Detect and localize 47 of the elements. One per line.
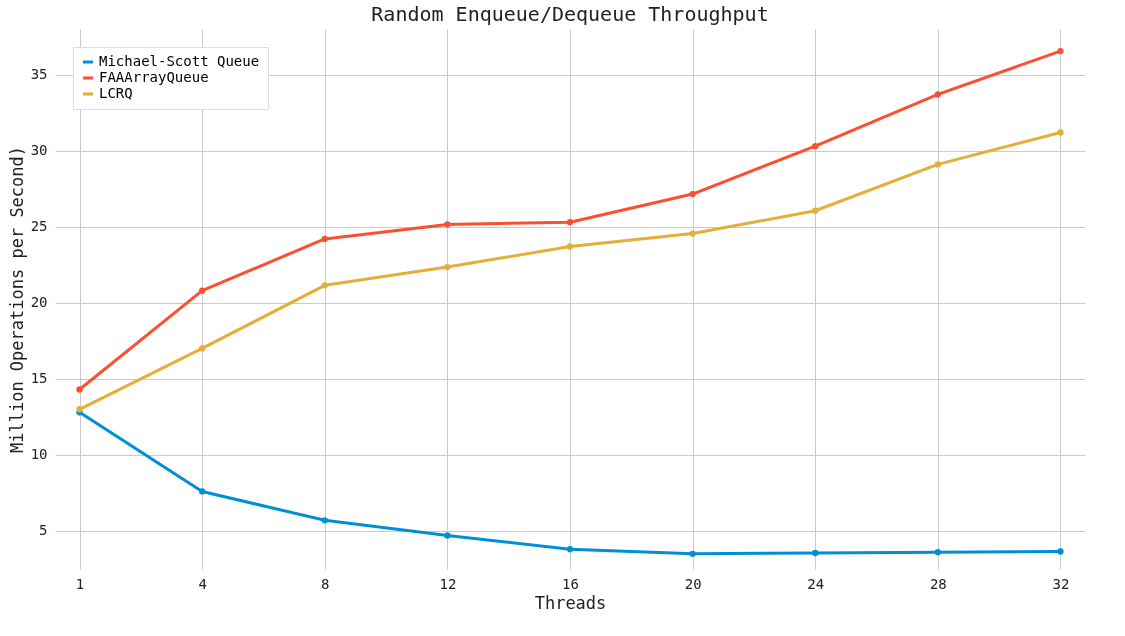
- y-tick-label: 30: [30, 142, 48, 159]
- point: [689, 190, 696, 198]
- point: [321, 517, 328, 524]
- x-tick-label: 20: [684, 575, 702, 592]
- point: [812, 142, 819, 150]
- point: [689, 230, 696, 237]
- chart-title: Random Enqueue/Dequeue Throughput: [371, 2, 769, 26]
- y-tick-label: 10: [30, 446, 48, 463]
- y-tick-label: 15: [30, 370, 48, 387]
- legend-label: FAAArrayQueue: [99, 69, 209, 85]
- y-tick-label: 25: [30, 218, 48, 235]
- point: [198, 287, 206, 294]
- legend-label: Michael-Scott Queue: [99, 53, 260, 69]
- x-tick-label: 12: [439, 575, 457, 592]
- x-axis-title: Threads: [534, 592, 607, 613]
- y-tick-label: 5: [39, 522, 48, 539]
- point: [444, 221, 451, 228]
- point: [689, 550, 696, 557]
- point: [812, 207, 819, 214]
- point: [444, 532, 451, 539]
- point: [198, 345, 206, 352]
- point: [444, 263, 451, 271]
- point: [1057, 548, 1064, 555]
- y-tick-label: 20: [30, 294, 48, 311]
- point: [566, 219, 574, 226]
- point: [566, 546, 574, 553]
- x-tick-label: 24: [807, 575, 825, 592]
- y-tick-label: 35: [30, 66, 48, 83]
- point: [198, 488, 206, 495]
- point: [1057, 129, 1064, 136]
- x-tick-label: 4: [198, 575, 207, 592]
- point: [1057, 47, 1064, 55]
- point: [321, 282, 328, 289]
- x-tick-label: 32: [1052, 575, 1070, 592]
- y-axis-title: Million Operations per Second): [6, 145, 27, 454]
- x-tick-label: 16: [562, 575, 579, 592]
- point: [76, 386, 83, 393]
- point: [934, 91, 942, 98]
- point: [934, 161, 942, 168]
- x-tick-label: 8: [321, 575, 330, 592]
- point: [566, 243, 574, 250]
- point: [321, 235, 328, 243]
- x-tick-label: 28: [929, 575, 947, 592]
- legend-label: LCRQ: [99, 85, 133, 101]
- x-tick-label: 1: [75, 575, 85, 592]
- point: [812, 549, 819, 557]
- point: [934, 549, 942, 556]
